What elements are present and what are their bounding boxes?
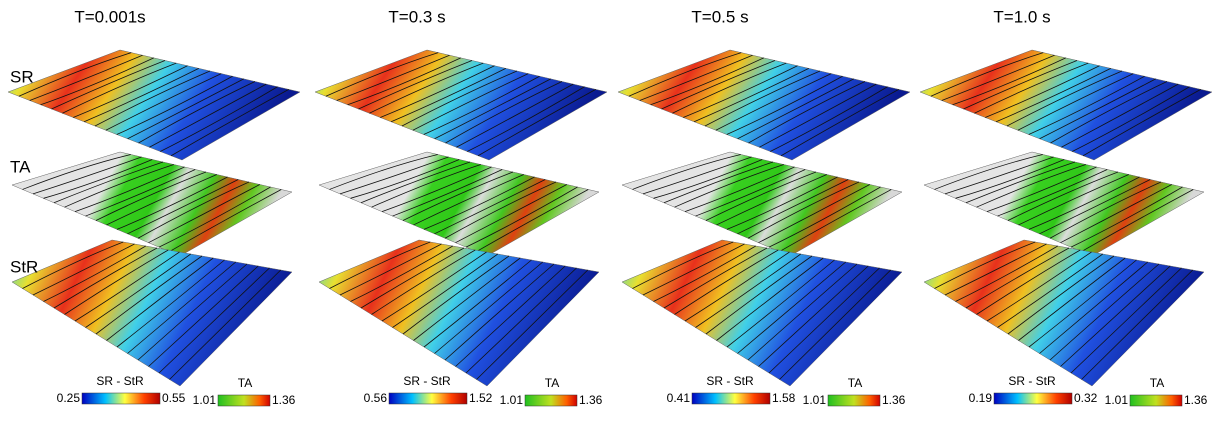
surface: [924, 240, 1204, 386]
colorbar-label: TA: [848, 376, 862, 390]
colorbar: [1130, 395, 1182, 406]
colorbar-max: 1.36: [1184, 393, 1208, 407]
colorbar-min: 1.01: [500, 393, 524, 407]
colorbar-min: 0.19: [969, 391, 993, 405]
colorbar-max: 1.36: [579, 393, 603, 407]
colorbar-max: 1.36: [882, 393, 906, 407]
surface: [622, 240, 902, 386]
surface: [618, 50, 910, 160]
colorbar-label: TA: [238, 376, 252, 390]
colorbar: [218, 395, 270, 406]
surface: [319, 152, 599, 256]
colorbar: [82, 393, 160, 404]
panel-title: T=0.3 s: [388, 7, 445, 26]
colorbar-label: TA: [545, 376, 559, 390]
surface: [8, 50, 300, 160]
colorbar-label: SR - StR: [706, 374, 754, 388]
colorbar: [525, 395, 577, 406]
colorbar-label: SR - StR: [1008, 374, 1056, 388]
panel-title: T=1.0 s: [993, 7, 1050, 26]
colorbar-label: TA: [1150, 376, 1164, 390]
surface: [319, 240, 599, 386]
surface: [12, 152, 292, 256]
surface: [315, 50, 607, 160]
colorbar-min: 1.01: [1105, 393, 1129, 407]
colorbar: [389, 393, 467, 404]
colorbar-label: SR - StR: [403, 374, 451, 388]
colorbar-label: SR - StR: [96, 374, 144, 388]
colorbar-min: 0.25: [57, 391, 81, 405]
figure: T=0.001s SR - StR 0.25 0.55 TA 1.01 1.36 T=0.3 …: [0, 0, 1223, 427]
colorbar-max: 1.52: [469, 391, 493, 405]
surface: [12, 240, 292, 386]
surface: [622, 152, 902, 256]
row-label: StR: [10, 257, 38, 276]
colorbar: [994, 393, 1072, 404]
panel-title: T=0.5 s: [691, 7, 748, 26]
surface: [924, 152, 1204, 256]
colorbar-max: 0.32: [1074, 391, 1098, 405]
colorbar-min: 1.01: [803, 393, 827, 407]
colorbar: [692, 393, 770, 404]
panel-title: T=0.001s: [74, 7, 145, 26]
colorbar-max: 0.55: [162, 391, 186, 405]
colorbar-min: 0.56: [364, 391, 388, 405]
row-label: TA: [10, 157, 31, 176]
colorbar-min: 0.41: [667, 391, 691, 405]
colorbar-min: 1.01: [193, 393, 217, 407]
colorbar: [828, 395, 880, 406]
colorbar-max: 1.36: [272, 393, 296, 407]
colorbar-max: 1.58: [772, 391, 796, 405]
surface: [920, 50, 1212, 160]
row-label: SR: [10, 67, 34, 86]
